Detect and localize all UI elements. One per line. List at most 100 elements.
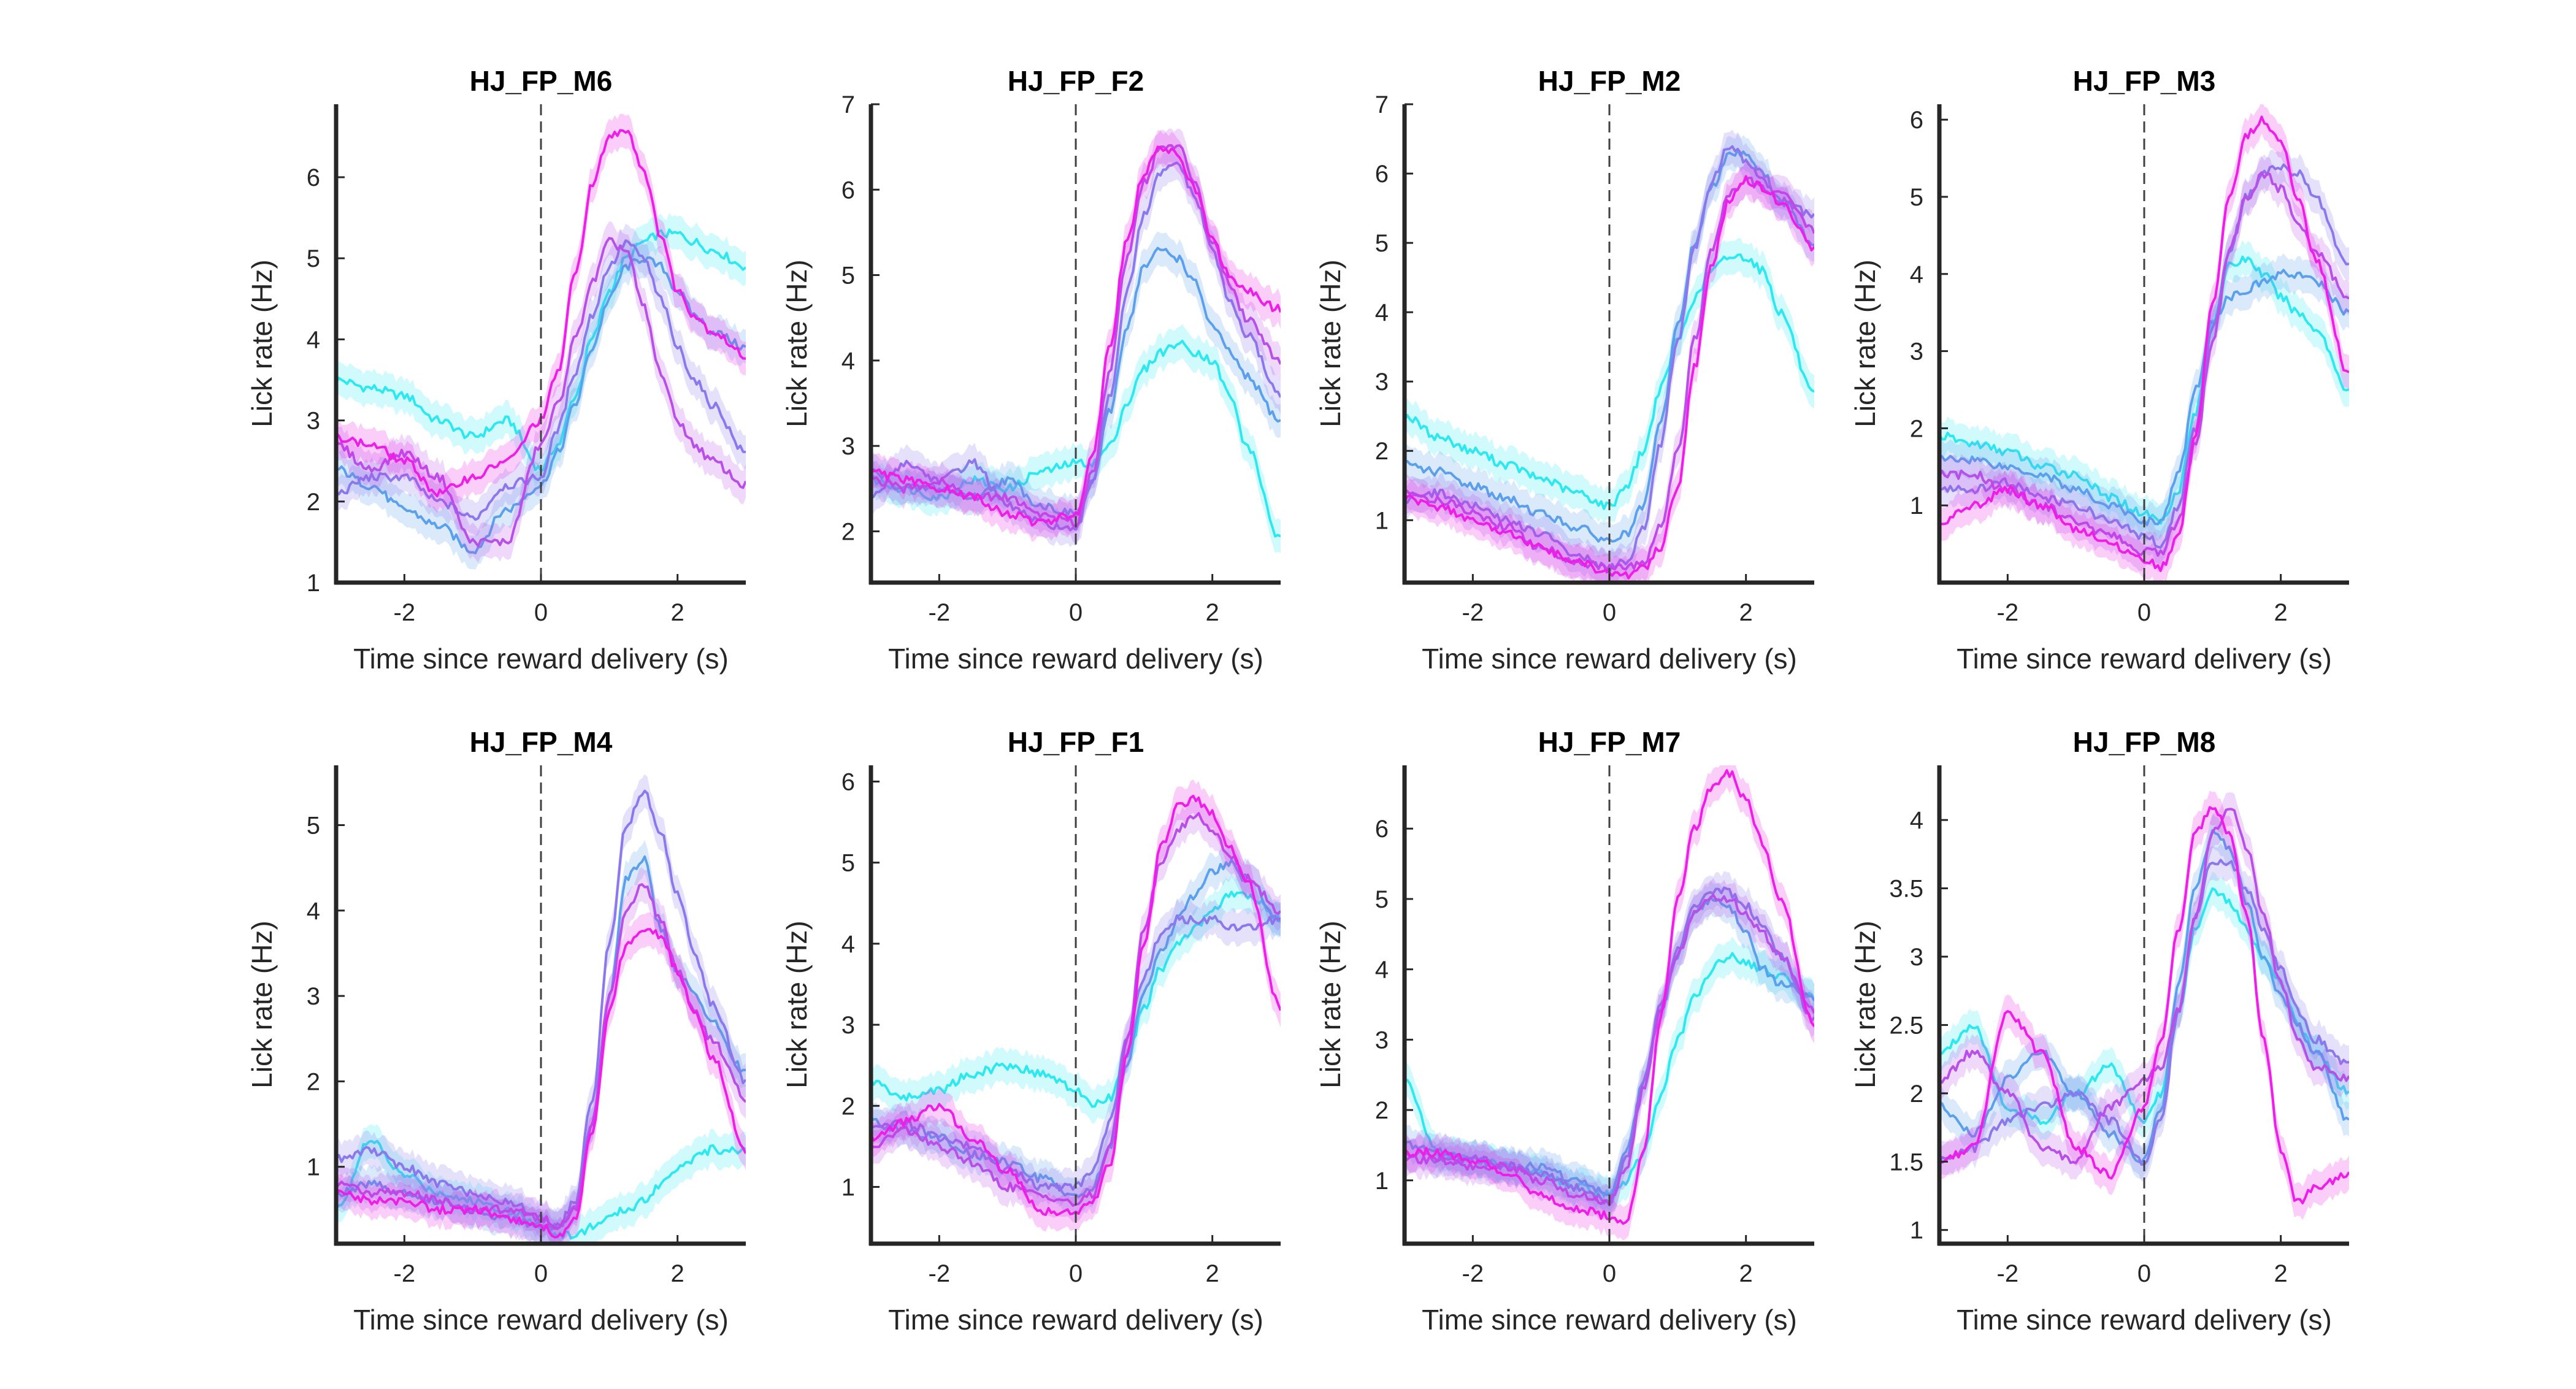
series-1-line bbox=[336, 1139, 746, 1240]
y-tick-label: 1 bbox=[1375, 1168, 1389, 1195]
y-tick-label: 6 bbox=[307, 164, 320, 191]
series-3-error-band bbox=[1939, 148, 2349, 565]
y-tick-label: 4 bbox=[307, 326, 320, 353]
series-1-error-band bbox=[871, 875, 1281, 1123]
y-axis-label: Lick rate (Hz) bbox=[246, 920, 278, 1088]
panel-hj-fp-f2: -2 0 2 2 3 4 5 6 7 HJ_FP_F2 Time since reward deli… bbox=[781, 65, 1281, 675]
y-tick-label: 1 bbox=[307, 1154, 320, 1181]
series-1-error-band bbox=[1939, 240, 2349, 540]
series-1-error-band bbox=[1939, 871, 2349, 1141]
panel-title: HJ_FP_F2 bbox=[1008, 65, 1144, 97]
x-tick-label: 2 bbox=[1206, 599, 1219, 626]
x-axis-label: Time since reward delivery (s) bbox=[1422, 1304, 1797, 1336]
y-tick-label: 3 bbox=[1375, 1027, 1389, 1054]
panel-hj-fp-m2: -2 0 2 1 2 3 4 5 6 7 HJ_FP_M2 Time since reward del… bbox=[1314, 65, 1814, 675]
series-5-error-band bbox=[336, 913, 746, 1244]
x-tick-label: 2 bbox=[2274, 599, 2288, 626]
y-tick-label: 2 bbox=[1910, 1081, 1923, 1108]
x-tick-label: 2 bbox=[2274, 1260, 2288, 1287]
series-1-line bbox=[1939, 255, 2349, 525]
y-tick-label: 1 bbox=[307, 570, 320, 597]
y-tick-label: 2.5 bbox=[1889, 1012, 1923, 1039]
panel-title: HJ_FP_M3 bbox=[2073, 65, 2216, 97]
y-tick-label: 5 bbox=[841, 850, 855, 877]
y-tick-label: 3.5 bbox=[1889, 876, 1923, 903]
x-tick-label: 2 bbox=[671, 1260, 684, 1287]
y-tick-label: 3 bbox=[307, 408, 320, 435]
x-axis-label: Time since reward delivery (s) bbox=[1957, 1304, 2332, 1336]
x-tick-label: -2 bbox=[394, 1260, 416, 1287]
panel-title: HJ_FP_M2 bbox=[1538, 65, 1681, 97]
x-tick-label: 0 bbox=[2137, 599, 2151, 626]
y-tick-label: 1 bbox=[1910, 1217, 1923, 1244]
x-tick-label: 2 bbox=[1739, 1260, 1753, 1287]
panel-title: HJ_FP_M4 bbox=[470, 726, 613, 758]
panel-hj-fp-m8: -2 0 2 1 1.5 2 2.5 3 3.5 4 HJ_FP_M8 Time since rewa… bbox=[1849, 726, 2349, 1336]
y-tick-label: 2 bbox=[1375, 1097, 1389, 1124]
y-tick-label: 6 bbox=[841, 177, 855, 204]
series-1-error-band bbox=[1405, 237, 1814, 526]
series-4-line bbox=[336, 237, 746, 548]
panel-title: HJ_FP_M8 bbox=[2073, 726, 2216, 758]
series-2-line bbox=[1939, 829, 2349, 1164]
panel-title: HJ_FP_M7 bbox=[1538, 726, 1681, 758]
y-tick-label: 3 bbox=[1910, 944, 1923, 971]
series-2-error-band bbox=[1939, 253, 2349, 542]
y-tick-label: 4 bbox=[841, 348, 855, 375]
y-tick-label: 1.5 bbox=[1889, 1149, 1923, 1176]
series-2-error-band bbox=[871, 843, 1281, 1214]
y-tick-label: 6 bbox=[1910, 107, 1923, 134]
y-tick-label: 3 bbox=[841, 433, 855, 460]
y-tick-label: 2 bbox=[841, 518, 855, 545]
x-axis-label: Time since reward delivery (s) bbox=[888, 1304, 1263, 1336]
series-3-error-band bbox=[1939, 843, 2349, 1182]
y-tick-label: 2 bbox=[1910, 415, 1923, 442]
y-tick-label: 6 bbox=[841, 768, 855, 795]
y-tick-label: 3 bbox=[841, 1012, 855, 1039]
x-tick-label: -2 bbox=[1462, 1260, 1484, 1287]
y-tick-label: 6 bbox=[1375, 816, 1389, 843]
panel-title: HJ_FP_M6 bbox=[470, 65, 613, 97]
x-tick-label: 2 bbox=[1739, 599, 1753, 626]
x-tick-label: -2 bbox=[1997, 1260, 2019, 1287]
y-tick-label: 7 bbox=[1375, 91, 1389, 118]
y-tick-label: 3 bbox=[1375, 369, 1389, 396]
series-5-line bbox=[1939, 115, 2349, 572]
y-tick-label: 4 bbox=[1910, 261, 1923, 288]
series-5-error-band bbox=[1939, 790, 2349, 1220]
y-tick-label: 2 bbox=[1375, 438, 1389, 465]
x-tick-label: -2 bbox=[1997, 599, 2019, 626]
y-axis-label: Lick rate (Hz) bbox=[1314, 920, 1346, 1088]
series-3-error-band bbox=[871, 146, 1281, 547]
series-1-line bbox=[871, 340, 1281, 538]
x-tick-label: 0 bbox=[534, 599, 548, 626]
x-tick-label: 2 bbox=[671, 599, 684, 626]
y-tick-label: 4 bbox=[307, 898, 320, 925]
y-tick-label: 5 bbox=[841, 262, 855, 289]
y-axis-label: Lick rate (Hz) bbox=[1849, 920, 1881, 1088]
series-5-line bbox=[1939, 806, 2349, 1204]
x-tick-label: -2 bbox=[929, 599, 951, 626]
y-tick-label: 2 bbox=[307, 489, 320, 516]
y-tick-label: 2 bbox=[841, 1093, 855, 1120]
panel-hj-fp-f1: -2 0 2 1 2 3 4 5 6 HJ_FP_F1 Time since reward deli… bbox=[781, 726, 1281, 1336]
x-tick-label: 0 bbox=[1603, 1260, 1616, 1287]
series-1-line bbox=[871, 890, 1281, 1108]
y-tick-label: 2 bbox=[307, 1068, 320, 1095]
y-axis-label: Lick rate (Hz) bbox=[1849, 259, 1881, 427]
y-tick-label: 5 bbox=[1375, 230, 1389, 257]
y-tick-label: 5 bbox=[307, 245, 320, 272]
y-tick-label: 5 bbox=[1375, 886, 1389, 913]
series-1-error-band bbox=[336, 1124, 746, 1244]
y-tick-label: 6 bbox=[1375, 161, 1389, 188]
plot-area bbox=[336, 774, 746, 1244]
series-5-line bbox=[871, 795, 1281, 1217]
series-5-line bbox=[336, 928, 746, 1239]
x-tick-label: 0 bbox=[2137, 1260, 2151, 1287]
x-axis-label: Time since reward delivery (s) bbox=[353, 1304, 729, 1336]
series-2-error-band bbox=[1939, 813, 2349, 1180]
x-tick-label: -2 bbox=[394, 599, 416, 626]
panel-title: HJ_FP_F1 bbox=[1008, 726, 1144, 758]
x-tick-label: -2 bbox=[1462, 599, 1484, 626]
